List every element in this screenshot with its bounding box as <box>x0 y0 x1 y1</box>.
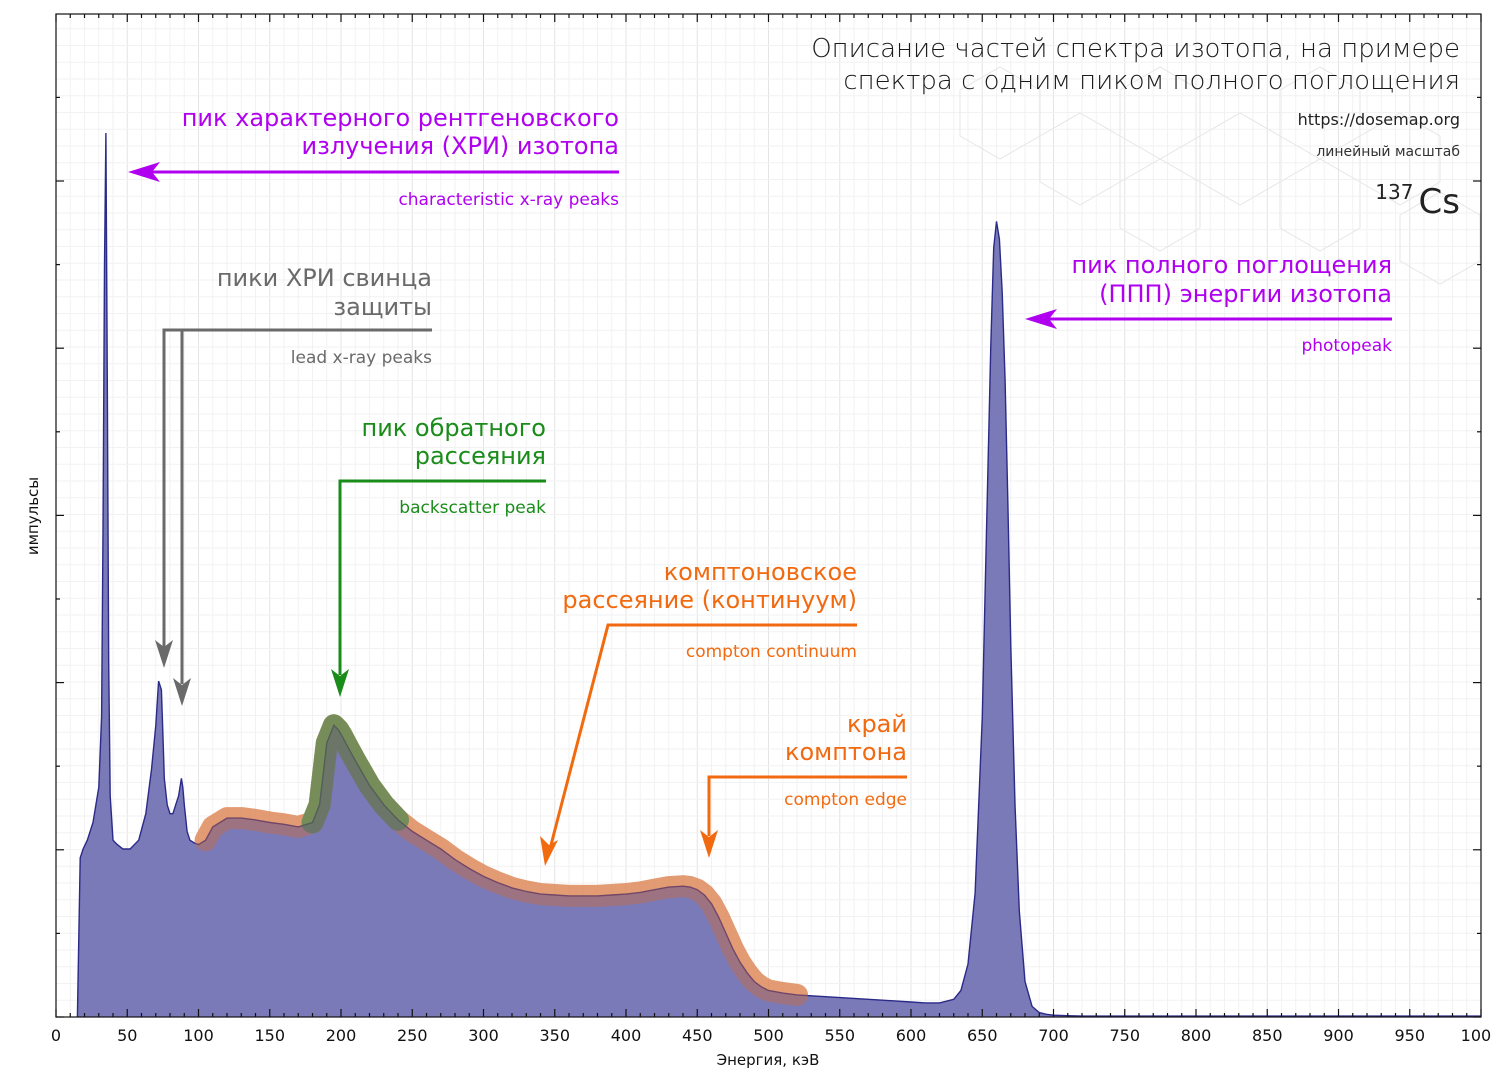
compton-continuum-arrow-head-icon <box>540 836 558 866</box>
axis-ticks <box>55 14 1482 1018</box>
backscatter-arrow-head-icon <box>331 669 349 697</box>
spectrum-line <box>76 132 1481 1018</box>
xray-arrow-head-icon <box>128 162 160 182</box>
compton-highlight-overlay <box>194 714 808 1006</box>
xray-annotation: пик характерного рентгеновского излучени… <box>128 104 619 210</box>
compton-edge-label-en: compton edge <box>784 790 907 810</box>
backscatter-label-ru-line1: пик обратного <box>362 414 547 442</box>
x-tick-label: 200 <box>326 1026 357 1045</box>
x-tick-label: 1000 <box>1461 1026 1491 1045</box>
compton-edge-label-ru-line1: край <box>847 710 907 738</box>
xray-label-ru-line1: пик характерного рентгеновского <box>182 104 619 132</box>
photopeak-arrow-head-icon <box>1025 309 1057 329</box>
x-tick-label: 950 <box>1394 1026 1425 1045</box>
x-tick-label: 350 <box>539 1026 570 1045</box>
backscatter-arrow-line <box>338 479 546 675</box>
compton-continuum-label-en: compton continuum <box>686 642 857 662</box>
compton-edge-arrow-line <box>707 775 907 836</box>
xray-label-ru-line2: излучения (ХРИ) изотопа <box>301 132 619 160</box>
isotope-mass: 137 <box>1375 180 1413 204</box>
lead-annotation: пики ХРИ свинца защиты lead x-ray peaks <box>155 264 432 706</box>
photopeak-label-ru-line2: (ППП) энергии изотопа <box>1099 280 1392 308</box>
lead-label-en: lead x-ray peaks <box>291 348 432 368</box>
lead-label-ru-line1: пики ХРИ свинца <box>217 264 432 292</box>
backscatter-label-en: backscatter peak <box>399 498 546 518</box>
x-tick-label: 150 <box>254 1026 285 1045</box>
x-tick-label: 100 <box>183 1026 214 1045</box>
x-tick-label: 650 <box>967 1026 998 1045</box>
compton-continuum-label-ru-line1: комптоновское <box>664 558 857 586</box>
x-tick-label: 600 <box>896 1026 927 1045</box>
x-tick-label: 50 <box>117 1026 137 1045</box>
x-tick-label: 300 <box>468 1026 499 1045</box>
hexagon-watermark <box>959 66 1481 285</box>
x-tick-label: 750 <box>1109 1026 1140 1045</box>
annotation-bands-overlay <box>194 714 808 1006</box>
lead-arrow-1-head-icon <box>155 640 173 668</box>
lead-arrow-1-line <box>162 328 432 648</box>
backscatter-label-ru-line2: рассеяния <box>415 442 546 470</box>
source-url: https://dosemap.org <box>1298 110 1460 129</box>
compton-continuum-label-ru-line2: рассеяние (континуум) <box>562 586 857 614</box>
photopeak-annotation: пик полного поглощения (ППП) энергии изо… <box>1025 251 1392 356</box>
x-tick-label: 0 <box>51 1026 61 1045</box>
photopeak-label-ru-line1: пик полного поглощения <box>1071 251 1392 279</box>
x-tick-label: 700 <box>1038 1026 1069 1045</box>
spectrum-area <box>77 133 1481 1017</box>
isotope-label: 137 Cs <box>1375 180 1460 222</box>
chart-title-line2: спектра с одним пиком полного поглощения <box>843 66 1460 96</box>
y-axis-label: импульсы <box>24 477 42 555</box>
photopeak-label-en: photopeak <box>1301 336 1392 356</box>
backscatter-highlight-overlay <box>301 714 409 834</box>
compton-edge-label-ru-line2: комптона <box>785 738 907 766</box>
lead-label-ru-line2: защиты <box>333 293 432 321</box>
scale-note: линейный масштаб <box>1316 144 1460 160</box>
x-tick-label: 900 <box>1323 1026 1354 1045</box>
x-tick-label: 250 <box>397 1026 428 1045</box>
x-tick-label: 550 <box>824 1026 855 1045</box>
xray-label-en: characteristic x-ray peaks <box>398 190 619 210</box>
compton-continuum-arrow-line <box>549 623 857 846</box>
compton-continuum-annotation: комптоновское рассеяние (континуум) comp… <box>540 558 857 866</box>
x-tick-label: 400 <box>611 1026 642 1045</box>
x-tick-label: 500 <box>753 1026 784 1045</box>
isotope-symbol: Cs <box>1419 182 1460 222</box>
compton-edge-annotation: край комптона compton edge <box>700 710 907 858</box>
x-tick-label: 800 <box>1181 1026 1212 1045</box>
x-tick-label: 450 <box>682 1026 713 1045</box>
lead-arrow-2-head-icon <box>173 678 191 706</box>
x-tick-label: 850 <box>1252 1026 1283 1045</box>
x-tick-labels: 0 50 100 150 200 250 300 350 400 450 500 550 600 650 7… <box>51 1026 1491 1045</box>
x-axis-label: Энергия, кэВ <box>717 1051 820 1069</box>
backscatter-annotation: пик обратного рассеяния backscatter peak <box>331 414 546 697</box>
compton-edge-arrow-head-icon <box>700 830 718 858</box>
chart-title-line1: Описание частей спектра изотопа, на прим… <box>811 34 1460 64</box>
